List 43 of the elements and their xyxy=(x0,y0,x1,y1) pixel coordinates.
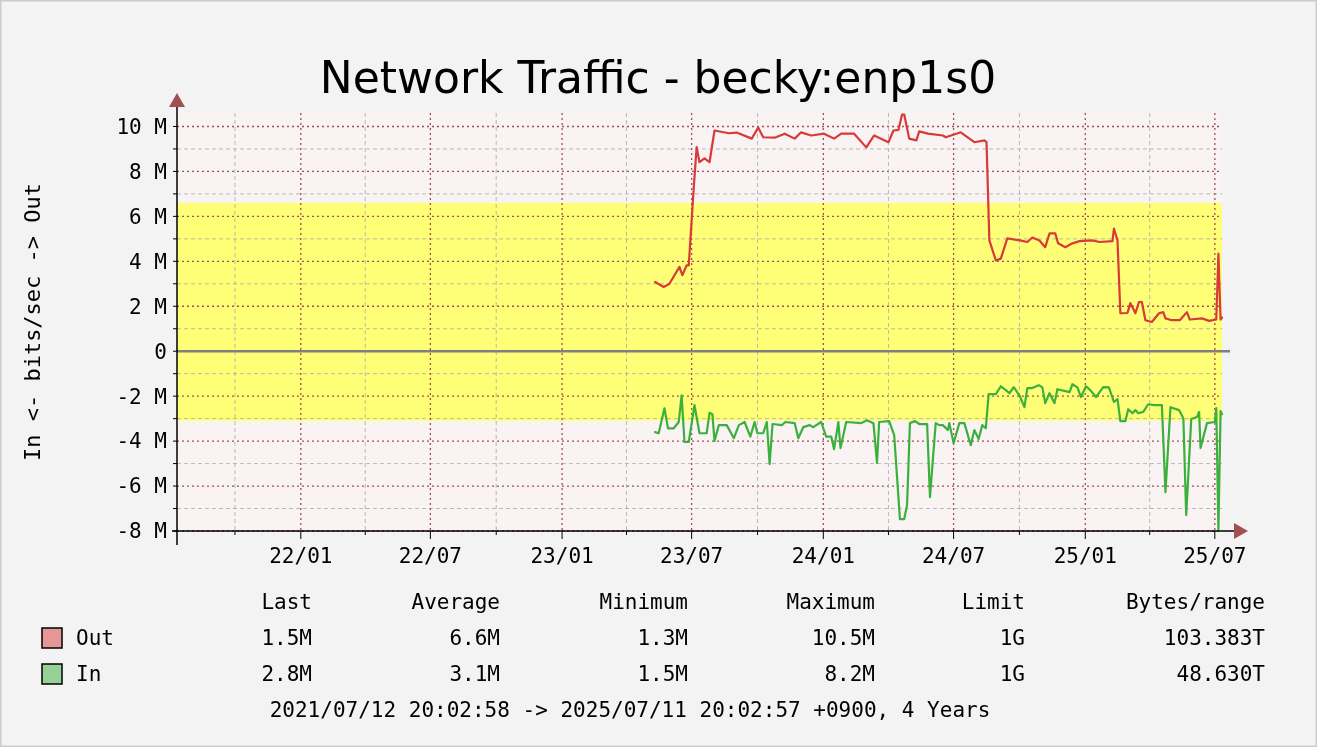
text: 1G xyxy=(999,662,1025,686)
text: Bytes/range xyxy=(1125,590,1265,614)
x-tick-label: 22/01 xyxy=(269,544,333,568)
y-tick-label: 4 M xyxy=(129,249,167,274)
text: 2021/07/12 20:02:58 -> 2025/07/11 20:02:57 +0900, 4 Years xyxy=(269,698,991,722)
y-tick-label: 2 M xyxy=(129,294,167,319)
x-tick-label: 25/07 xyxy=(1183,544,1247,568)
text: 8.2M xyxy=(824,662,875,686)
text: 3.1M xyxy=(449,662,500,686)
legend-label: Out xyxy=(76,626,114,650)
y-tick-label: -2 M xyxy=(116,384,167,409)
x-tick-label: 24/07 xyxy=(921,544,986,568)
text: Minimum xyxy=(599,590,688,614)
text: 1.5M xyxy=(261,626,312,650)
text: Last xyxy=(261,590,312,614)
y-tick-label: 10 M xyxy=(116,114,167,139)
text: 6.6M xyxy=(449,626,500,650)
y-tick-label: 0 xyxy=(154,339,167,364)
chart-title: Network Traffic - becky:enp1s0 xyxy=(319,52,997,103)
y-tick-label: 6 M xyxy=(129,204,167,229)
x-tick-label: 22/07 xyxy=(398,544,462,568)
text: 1.5M xyxy=(637,662,688,686)
x-tick-label: 25/01 xyxy=(1053,544,1117,568)
text: Maximum xyxy=(786,590,875,614)
y-tick-label: -8 M xyxy=(116,519,167,544)
y-tick-label: -4 M xyxy=(116,429,167,454)
x-tick-label: 23/01 xyxy=(530,544,594,568)
y-tick-label: 8 M xyxy=(129,159,167,184)
x-tick-label: 24/01 xyxy=(791,544,855,568)
line-series xyxy=(654,113,1224,324)
y-tick-label: -6 M xyxy=(116,474,167,499)
legend-label: In xyxy=(76,662,102,686)
x-tick-label: 23/07 xyxy=(660,544,724,568)
text: Average xyxy=(411,590,500,614)
text: 1G xyxy=(999,626,1025,650)
line-series xyxy=(654,383,1224,532)
text: 48.630T xyxy=(1176,662,1266,686)
text: 10.5M xyxy=(811,626,875,650)
y-axis-title: In <- bits/sec -> Out xyxy=(20,182,45,462)
text: 1.3M xyxy=(637,626,688,650)
text: Limit xyxy=(961,590,1025,614)
text: 103.383T xyxy=(1163,626,1266,650)
text: 2.8M xyxy=(261,662,312,686)
